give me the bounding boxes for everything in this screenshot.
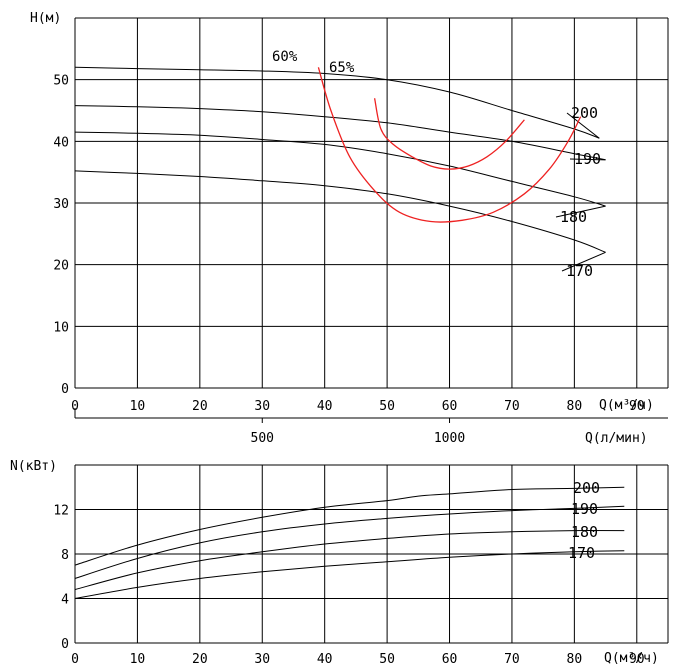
power-curve-label: 200 [573, 479, 600, 497]
y-tick-label: 20 [53, 259, 69, 274]
y-tick-label: 0 [61, 382, 69, 397]
power-curve-label: 180 [571, 523, 598, 541]
x-tick-label: 80 [567, 399, 583, 414]
y-tick-label: 30 [53, 197, 69, 212]
power-curve [74, 530, 625, 591]
x-axis-label: Q(м³/ч) [599, 398, 654, 413]
y-tick-label: 0 [61, 637, 69, 652]
x-tick-label: 50 [379, 652, 395, 666]
head-curve-label: 170 [566, 262, 593, 280]
power-curve [74, 505, 625, 579]
head-curve-label: 180 [560, 208, 587, 226]
power-chart: 0 4 8 12 0 10 20 30 40 50 60 70 80 90 N(кВт) Q(м³/ч) 200… [10, 459, 669, 666]
x-tick-label: 30 [254, 652, 270, 666]
head-curve-leader [561, 251, 606, 272]
y-tick-label: 4 [61, 593, 69, 608]
head-curve-leader [555, 205, 606, 218]
x-tick-label: 70 [504, 652, 520, 666]
x-tick-label: 40 [317, 399, 333, 414]
head-curve-leader [566, 112, 600, 139]
head-curve-label: 200 [571, 104, 598, 122]
x-tick-label: 60 [442, 652, 458, 666]
x-tick-label: 30 [254, 399, 270, 414]
head-curve [74, 131, 606, 207]
x-axis-label: Q(м³/ч) [604, 651, 659, 666]
secondary-x-tick-label: 500 [251, 431, 274, 446]
y-tick-label: 8 [61, 548, 69, 563]
x-tick-label: 80 [567, 652, 583, 666]
x-tick-label: 20 [192, 652, 208, 666]
x-tick-label: 0 [71, 399, 79, 414]
head-curve-leader [569, 158, 606, 161]
y-tick-label: 10 [53, 320, 69, 335]
x-tick-label: 50 [379, 399, 395, 414]
power-curve-label: 190 [571, 500, 598, 518]
x-tick-label: 90 [629, 399, 645, 414]
x-tick-label: 60 [442, 399, 458, 414]
efficiency-label: 60% [272, 49, 298, 65]
head-curve [74, 105, 606, 161]
secondary-x-axis-label: Q(л/мин) [585, 431, 648, 446]
secondary-x-tick-label: 1000 [434, 431, 465, 446]
y-tick-label: 50 [53, 74, 69, 89]
y-tick-label: 12 [53, 504, 69, 519]
power-curve [74, 550, 625, 599]
x-tick-label: 10 [130, 399, 146, 414]
x-tick-label: 0 [71, 652, 79, 666]
power-curve [74, 486, 625, 566]
efficiency-curve [373, 98, 525, 170]
y-axis-label: N(кВт) [10, 459, 57, 474]
x-tick-label: 20 [192, 399, 208, 414]
head-curve [74, 170, 606, 253]
efficiency-curve [317, 67, 582, 223]
efficiency-label: 65% [329, 60, 355, 76]
x-tick-label: 70 [504, 399, 520, 414]
head-curve [74, 66, 600, 139]
x-tick-label: 90 [629, 652, 645, 666]
y-tick-label: 40 [53, 135, 69, 150]
y-axis-label: H(м) [30, 11, 61, 26]
head-curve-label: 190 [574, 150, 601, 168]
x-tick-label: 10 [130, 652, 146, 666]
power-curve-label: 170 [568, 544, 595, 562]
x-tick-label: 40 [317, 652, 333, 666]
